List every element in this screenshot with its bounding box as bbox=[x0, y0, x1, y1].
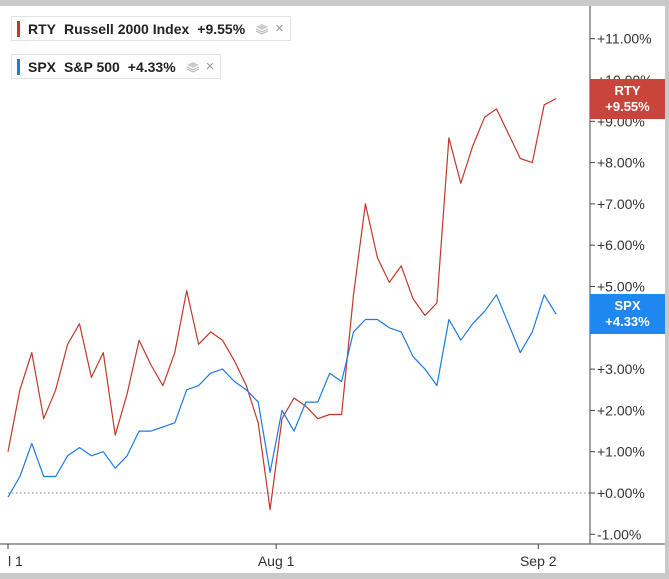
y-tick-label: +0.00% bbox=[597, 485, 645, 501]
y-tick-label: +11.00% bbox=[597, 31, 652, 47]
y-tick-label: +7.00% bbox=[597, 196, 645, 212]
x-tick-label: Sep 2 bbox=[520, 553, 557, 569]
price-tag-spx: SPX +4.33% bbox=[590, 294, 665, 335]
y-tick-label: +2.00% bbox=[597, 402, 645, 418]
layers-icon[interactable] bbox=[255, 23, 269, 35]
y-tick-label: +6.00% bbox=[597, 237, 645, 253]
y-tick-label: -1.00% bbox=[597, 526, 641, 542]
legend-name: S&P 500 bbox=[64, 58, 120, 75]
price-tag-rty: RTY +9.55% bbox=[590, 78, 665, 119]
layers-icon[interactable] bbox=[186, 61, 200, 73]
legend-symbol: SPX bbox=[28, 58, 57, 75]
price-tag-value: +9.55% bbox=[605, 98, 650, 114]
close-icon[interactable]: × bbox=[275, 20, 284, 37]
legend-change: +9.55% bbox=[197, 20, 246, 37]
y-tick-label: +1.00% bbox=[597, 444, 645, 460]
y-tick-label: +3.00% bbox=[597, 361, 645, 377]
x-axis: l 1 Aug 1 Sep 2 bbox=[0, 543, 665, 569]
x-tick-label: l 1 bbox=[8, 553, 23, 569]
close-icon[interactable]: × bbox=[205, 58, 215, 75]
y-tick-label: +8.00% bbox=[597, 155, 645, 171]
series-line-spx bbox=[7, 294, 557, 498]
series-line-rty bbox=[7, 98, 557, 511]
price-tag-value: +4.33% bbox=[605, 314, 650, 330]
price-tag-symbol: RTY bbox=[614, 82, 641, 98]
legend-item-rty[interactable]: RTY Russell 2000 Index +9.55% × bbox=[11, 16, 291, 41]
legend-name: Russell 2000 Index bbox=[64, 20, 190, 37]
legend-change: +4.33% bbox=[127, 58, 176, 75]
legend-item-spx[interactable]: SPX S&P 500 +4.33% × bbox=[11, 54, 222, 79]
legend-swatch-rty bbox=[17, 20, 20, 37]
legend-symbol: RTY bbox=[28, 20, 56, 37]
y-tick-label: +5.00% bbox=[597, 279, 645, 295]
series-layer bbox=[7, 98, 557, 511]
x-tick-label: Aug 1 bbox=[258, 553, 295, 569]
price-tag-symbol: SPX bbox=[614, 298, 641, 314]
legend-swatch-spx bbox=[17, 58, 20, 75]
